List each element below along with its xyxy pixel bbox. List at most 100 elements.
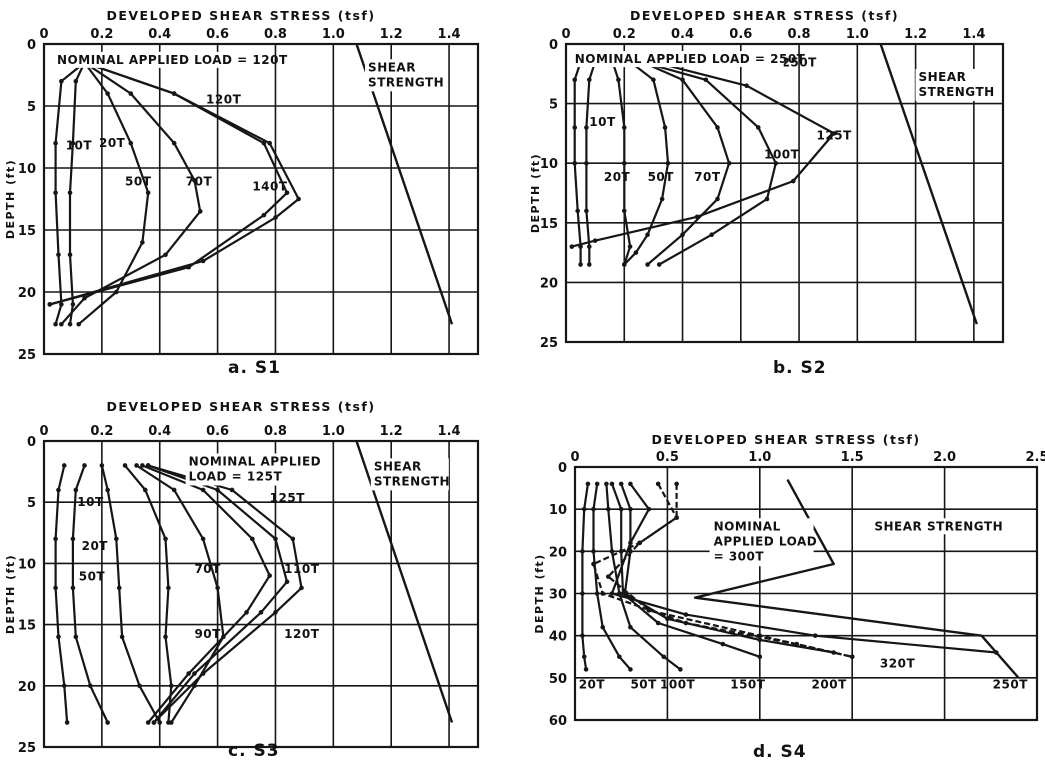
- data-point: [580, 591, 585, 596]
- data-point: [273, 610, 278, 615]
- annotation-load-line: APPLIED LOAD: [714, 534, 818, 548]
- y-tick-label: 25: [18, 348, 36, 363]
- data-point: [628, 667, 633, 672]
- data-point: [67, 190, 73, 196]
- data-point: [73, 78, 79, 84]
- data-point: [680, 232, 685, 238]
- y-tick-label: 10: [18, 162, 36, 177]
- data-point: [744, 83, 749, 89]
- data-point: [715, 196, 720, 202]
- x-axis-title: DEVELOPED SHEAR STRESS (tsf): [106, 8, 375, 23]
- series-label: 10T: [589, 115, 616, 129]
- data-point: [665, 160, 671, 166]
- data-point: [621, 208, 627, 214]
- x-tick-label: 0.2: [90, 424, 113, 439]
- data-point: [720, 641, 726, 647]
- data-point: [572, 77, 578, 83]
- data-point: [142, 487, 148, 493]
- annotation-load-line: NOMINAL: [714, 519, 781, 533]
- data-point: [656, 262, 662, 267]
- data-point: [572, 125, 578, 130]
- data-point: [628, 540, 633, 546]
- annotation-load-line: NOMINAL APPLIED LOAD = 120T: [57, 53, 288, 67]
- x-tick-label: 1.0: [322, 27, 345, 42]
- series-label: 50T: [648, 170, 675, 184]
- data-point: [163, 634, 168, 640]
- data-point: [70, 536, 76, 542]
- series-label: 110T: [284, 562, 320, 576]
- x-tick-label: 1.2: [904, 27, 927, 42]
- panel-label-s1: a. S1: [228, 358, 281, 378]
- annotation-shear-line: SHEAR: [368, 60, 416, 74]
- data-point: [53, 536, 58, 542]
- data-point: [151, 720, 157, 725]
- y-tick-label: 10: [18, 557, 36, 572]
- data-point: [812, 633, 818, 638]
- data-point: [70, 140, 76, 146]
- data-point: [661, 654, 667, 660]
- data-point: [73, 634, 79, 640]
- annotation-shear-line: SHEAR: [374, 459, 422, 473]
- data-point: [646, 506, 652, 512]
- annotation-background: [915, 68, 994, 101]
- data-point: [773, 160, 779, 166]
- x-tick-label: 0.2: [90, 27, 113, 42]
- series-label: 120T: [206, 93, 242, 107]
- data-point: [587, 244, 592, 249]
- series-line-70t: [60, 61, 202, 325]
- data-point: [105, 487, 110, 493]
- x-tick-label: 1.4: [962, 27, 985, 42]
- data-point: [618, 506, 624, 512]
- data-point: [67, 252, 73, 258]
- data-point: [575, 208, 580, 214]
- data-point: [755, 125, 761, 130]
- y-tick-label: 5: [27, 496, 36, 511]
- data-point: [56, 487, 61, 493]
- data-point: [56, 252, 61, 258]
- data-point: [261, 140, 267, 146]
- x-tick-label: 0.2: [613, 27, 636, 42]
- data-point: [163, 252, 168, 258]
- panel-label-s4: d. S4: [753, 742, 807, 762]
- data-point: [583, 667, 589, 672]
- data-point: [273, 536, 278, 542]
- data-point: [627, 244, 633, 249]
- series-label: 10T: [66, 138, 93, 152]
- data-point: [114, 289, 119, 295]
- annotation-shear: SHEAR STRENGTH: [919, 70, 995, 99]
- data-point: [61, 683, 67, 689]
- data-point: [831, 131, 837, 136]
- chart-svg-s2: 0 0.2 0.4 0.6 0.8 1.0 1.2 1.4 0 5 10 15 20 25 DEVELOPE…: [529, 8, 1005, 351]
- y-tick-label: 15: [18, 224, 36, 239]
- y-axis-title: DEPTH (ft): [4, 159, 17, 239]
- series-label: 20T: [99, 136, 126, 150]
- data-point: [683, 612, 689, 617]
- series-label: 200T: [812, 677, 848, 691]
- data-point: [119, 634, 125, 640]
- data-point: [105, 91, 110, 96]
- data-point: [757, 654, 763, 660]
- data-point: [616, 77, 621, 83]
- data-point: [59, 78, 64, 84]
- data-point: [584, 125, 589, 130]
- series-label: 20T: [604, 170, 631, 184]
- x-axis-title: DEVELOPED SHEAR STRESS (tsf): [106, 399, 375, 414]
- data-point: [99, 463, 105, 468]
- panel-label-s3: c. S3: [228, 741, 280, 761]
- series-label: 140T: [252, 179, 288, 193]
- data-point: [261, 212, 267, 218]
- data-point: [200, 487, 206, 493]
- data-point: [166, 585, 171, 591]
- data-point: [584, 160, 589, 166]
- data-point: [585, 481, 591, 487]
- data-point: [584, 208, 589, 214]
- y-axis-title: DEPTH (ft): [529, 153, 542, 233]
- x-tick-label: 0.8: [264, 424, 287, 439]
- data-point: [605, 574, 611, 579]
- data-point: [790, 178, 796, 184]
- annotation-load: NOMINAL APPLIED LOAD = 125T: [189, 454, 321, 483]
- data-point: [215, 585, 220, 591]
- data-point: [645, 262, 650, 267]
- x-tick-label: 0: [39, 424, 48, 439]
- data-point: [273, 215, 278, 220]
